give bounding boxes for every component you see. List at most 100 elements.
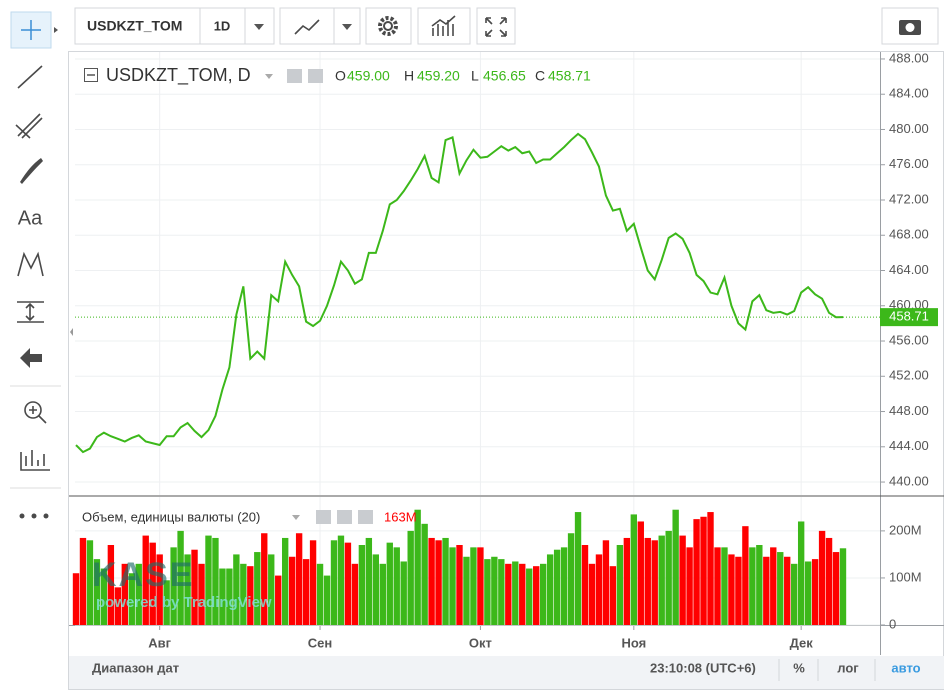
indicators-button[interactable] xyxy=(417,7,471,45)
zoom-tool[interactable] xyxy=(24,401,42,419)
settings-icon xyxy=(378,16,398,36)
chart-frame xyxy=(68,51,944,690)
volume-bar xyxy=(672,509,679,625)
volume-bar xyxy=(100,568,108,625)
volume-bar xyxy=(539,563,547,625)
volume-bar xyxy=(79,537,87,625)
fib-tool[interactable] xyxy=(15,113,43,139)
volume-bar xyxy=(763,556,770,625)
volume-bar xyxy=(679,535,686,625)
legend-icon[interactable] xyxy=(287,69,302,83)
text-tool[interactable]: Aa xyxy=(18,207,43,229)
volume-bar xyxy=(226,568,233,625)
log-toggle[interactable]: лог xyxy=(837,660,859,675)
volume-bar xyxy=(623,537,631,625)
volume-bar xyxy=(749,547,756,625)
legend-icon[interactable] xyxy=(337,510,352,524)
watermark-powered: powered by TradingView xyxy=(96,594,272,611)
volume-bar xyxy=(658,535,665,625)
last-price-badge xyxy=(880,308,938,327)
volume-bar xyxy=(295,533,303,625)
y-tick-label: 444.00 xyxy=(889,438,929,453)
volume-bar xyxy=(602,540,610,625)
legend-icon[interactable] xyxy=(358,510,373,524)
left-toolbar xyxy=(0,0,68,697)
volume-bar xyxy=(512,561,519,625)
volume-bar xyxy=(407,530,414,625)
fullscreen-button[interactable] xyxy=(476,7,516,45)
legend-icon[interactable] xyxy=(316,510,331,524)
volume-bar xyxy=(665,530,672,625)
y-tick-label: 100M xyxy=(889,569,922,584)
volume-bar xyxy=(839,548,847,625)
volume-bar xyxy=(135,563,142,625)
volume-bar xyxy=(323,575,331,625)
chart-type-button[interactable] xyxy=(279,7,335,45)
volume-bar xyxy=(588,563,596,625)
volume-bar xyxy=(261,533,268,625)
volume-last: 163M xyxy=(384,509,417,524)
volume-bar xyxy=(609,566,617,625)
volume-bar xyxy=(686,547,693,625)
interval: 1D xyxy=(214,18,231,33)
volume-bar xyxy=(791,563,798,625)
y-tick-label: 0 xyxy=(889,616,896,631)
volume-bar xyxy=(372,554,380,625)
zoom-icon xyxy=(29,406,47,424)
remove-tool[interactable] xyxy=(20,348,42,368)
percent-toggle[interactable]: % xyxy=(793,660,805,675)
volume-bar xyxy=(128,573,135,625)
volume-bar xyxy=(400,561,407,625)
volume-bar xyxy=(247,566,254,625)
volume-bar xyxy=(505,563,512,625)
auto-toggle[interactable]: авто xyxy=(891,660,920,675)
volume-bar xyxy=(449,547,456,625)
pattern-tool[interactable] xyxy=(17,251,44,277)
volume-bar xyxy=(553,549,561,625)
volume-bar xyxy=(428,537,435,625)
ruler-tool[interactable] xyxy=(20,450,50,471)
date-range[interactable]: Диапазон дат xyxy=(92,660,179,675)
volume-bar xyxy=(365,537,373,625)
dropdown-arrow xyxy=(342,24,352,30)
volume-bar xyxy=(156,554,163,625)
chart-type-icon xyxy=(294,19,320,35)
volume-bar xyxy=(526,568,533,625)
volume-bar xyxy=(386,542,393,625)
y-tick-label: 448.00 xyxy=(889,403,929,418)
volume-bar xyxy=(93,559,101,625)
volume-bar xyxy=(797,521,805,625)
y-tick-label: 480.00 xyxy=(889,121,929,136)
y-tick-label: 476.00 xyxy=(889,156,929,171)
volume-bar xyxy=(721,547,728,625)
interval-button[interactable] xyxy=(199,7,246,45)
settings-button[interactable] xyxy=(365,7,412,45)
volume-bar xyxy=(281,537,289,625)
volume-bar xyxy=(414,509,421,625)
collapse-arrow[interactable] xyxy=(70,328,73,336)
legend-icon[interactable] xyxy=(308,69,323,83)
volume-bar xyxy=(777,552,784,625)
volume-bar xyxy=(212,537,219,625)
y-tick-label: 452.00 xyxy=(889,368,929,383)
volume-bar xyxy=(379,563,386,625)
title-dropdown xyxy=(265,74,273,79)
dropdown-arrow xyxy=(254,24,264,30)
volume-bar xyxy=(177,530,184,625)
volume-bar xyxy=(142,535,149,625)
trendline-tool[interactable] xyxy=(17,65,43,89)
volume-bar xyxy=(491,556,498,625)
more-tools[interactable] xyxy=(19,513,49,519)
volume-bar xyxy=(240,563,247,625)
brush-tool[interactable] xyxy=(20,158,43,184)
measure-tool[interactable] xyxy=(17,301,44,323)
volume-bar xyxy=(804,561,812,625)
volume-bar xyxy=(309,540,317,625)
volume-bar xyxy=(316,563,324,625)
volume-bar xyxy=(184,554,191,625)
volume-bar xyxy=(393,547,400,625)
volume-bar xyxy=(288,556,296,625)
